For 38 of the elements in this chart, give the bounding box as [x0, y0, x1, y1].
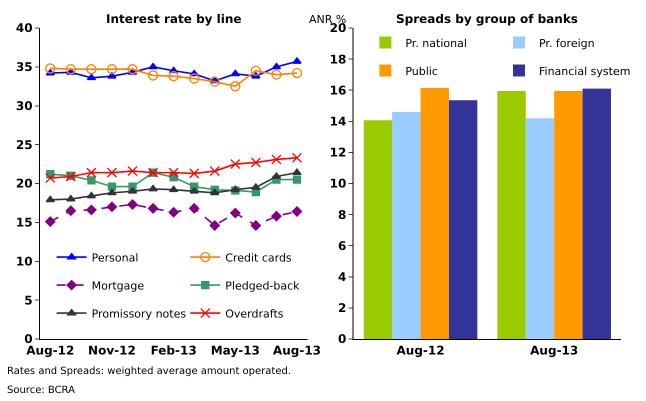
source-note: Source: BCRA — [7, 385, 76, 396]
legend-label: Overdrafts — [225, 307, 284, 320]
legend-label: Mortgage — [92, 279, 144, 292]
x-tick-label: Aug-13 — [272, 343, 322, 358]
x-tick-label: Aug-13 — [530, 343, 578, 358]
y-tick-label: 15 — [16, 216, 33, 230]
chart-title: Interest rate by line — [106, 12, 242, 26]
y-tick-label: 5 — [24, 293, 33, 308]
legend-label: Promissory notes — [92, 307, 186, 320]
x-tick-label: Feb-13 — [150, 343, 197, 358]
y-tick-label: 20 — [16, 176, 33, 191]
y-tick-label: 16 — [330, 83, 346, 98]
y-tick-label: 10 — [330, 176, 346, 191]
x-tick-label: Aug-12 — [396, 343, 445, 358]
legend-label: Pr. foreign — [538, 36, 595, 50]
y-tick-label: 40 — [16, 21, 33, 36]
legend-label: Pledged-back — [225, 279, 300, 292]
y-tick-label: 12 — [330, 146, 346, 160]
y-tick-label: 30 — [16, 98, 33, 113]
legend-label: Public — [405, 64, 438, 78]
y-tick-label: 10 — [16, 254, 33, 268]
x-tick-label: Nov-12 — [88, 343, 136, 358]
y-tick-label: 4 — [338, 270, 346, 284]
y-tick-label: 2 — [338, 301, 346, 316]
legend-label: Credit cards — [225, 251, 292, 264]
y-tick-label: 25 — [16, 138, 33, 152]
legend-label: Financial system — [538, 64, 630, 78]
y-tick-label: 35 — [16, 60, 33, 74]
x-tick-label: May-13 — [210, 343, 260, 358]
y-tick-label: 0 — [338, 332, 346, 346]
legend-label: Pr. national — [405, 36, 467, 50]
text: Rates and Spreads: weighted average amount operated. — [7, 366, 292, 377]
legend-label: Personal — [92, 251, 138, 264]
y-tick-label: 6 — [338, 238, 346, 253]
chart-title: Spreads by group of banks — [396, 12, 578, 26]
y-tick-label: 8 — [338, 208, 346, 222]
y-tick-label: 14 — [330, 114, 346, 128]
y-tick-label: 18 — [330, 52, 346, 66]
